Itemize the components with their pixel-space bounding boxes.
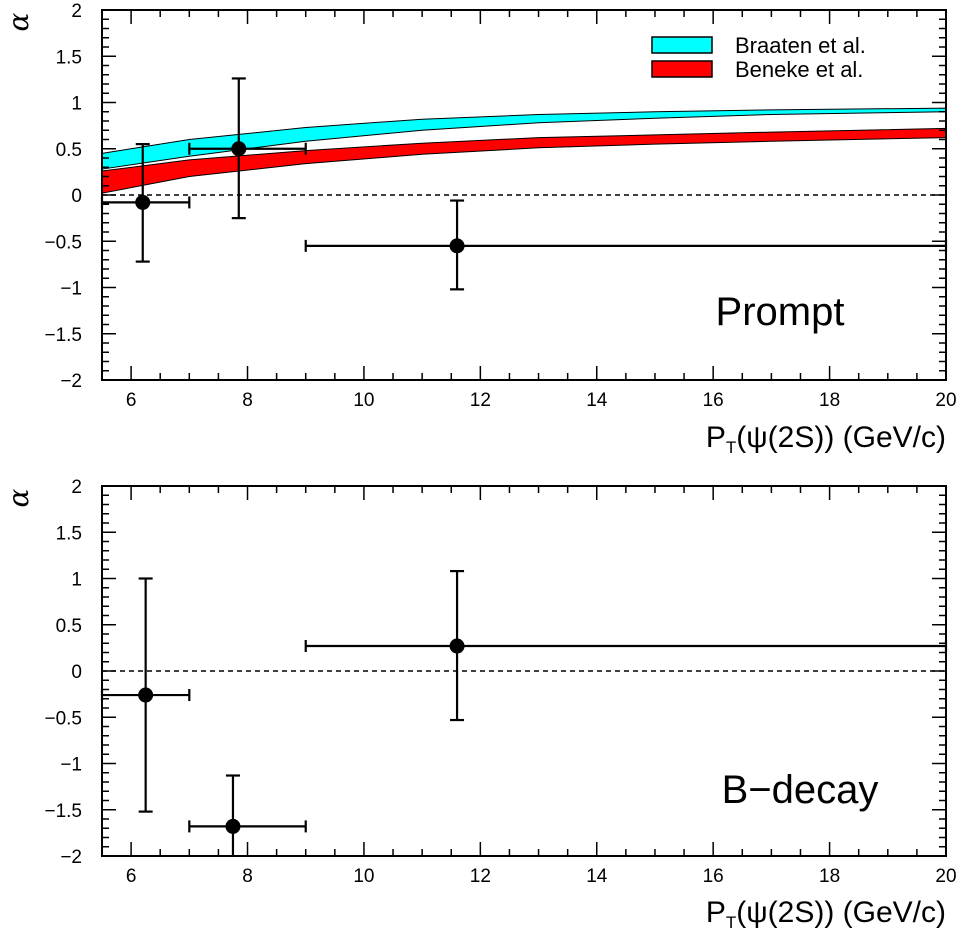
x-tick-label: 20	[935, 390, 956, 411]
y-tick-label: 0	[71, 662, 82, 683]
y-tick-label: 2	[71, 477, 82, 498]
data-point-0	[100, 143, 191, 263]
data-point-0	[100, 577, 191, 813]
x-tick-label: 18	[819, 390, 840, 411]
y-tick-label: −2	[60, 371, 82, 392]
data-point-marker	[231, 141, 247, 157]
prompt-panel: 6 8 10 12 14 16 18 20 −2 −1.5 −1 −0.5 0 0.5 1 1.5 2 α PT(ψ…	[2, 1, 957, 457]
legend: Braaten et al.Beneke et al.	[651, 33, 866, 82]
x-tick-label: 6	[126, 390, 137, 411]
x-axis-title: PT(ψ(2S)) (GeV/c)	[706, 896, 946, 932]
x-tick-label: 8	[242, 390, 253, 411]
y-axis-label: α	[2, 12, 35, 31]
y-tick-label: −1	[60, 755, 82, 776]
x-tick-label: 8	[242, 866, 253, 887]
y-tick-label: −0.5	[44, 232, 82, 253]
x-tick-label: 16	[703, 866, 724, 887]
x-tick-label: 14	[586, 390, 608, 411]
y-tick-label: 1	[71, 94, 82, 115]
x-tick-label: 10	[353, 390, 374, 411]
y-tick-label: −1.5	[44, 801, 82, 822]
b-decay-panel: 6 8 10 12 14 16 18 20 −2 −1.5 −1 −0.5 0 0.5 1 1.5 2 α PT(ψ…	[2, 477, 957, 932]
data-point-marker	[449, 638, 465, 654]
legend-swatch-1	[651, 60, 713, 78]
data-point-2	[304, 199, 948, 291]
data-point-2	[304, 569, 948, 722]
y-tick-label: 0.5	[56, 140, 82, 161]
y-tick-label: −0.5	[44, 708, 82, 729]
x-tick-label: 12	[470, 390, 491, 411]
x-tick-label: 18	[819, 866, 840, 887]
x-axis-title: PT(ψ(2S)) (GeV/c)	[706, 421, 946, 457]
legend-label-0: Braaten et al.	[735, 33, 866, 58]
y-axis-label: α	[2, 488, 35, 507]
y-tick-label: 0	[71, 186, 82, 207]
x-tick-label: 12	[470, 866, 491, 887]
y-tick-label: −1	[60, 279, 82, 300]
data-point-marker	[449, 238, 465, 254]
data-point-1	[188, 774, 307, 856]
x-tick-label: 20	[935, 866, 956, 887]
data-point-marker	[138, 687, 154, 703]
data-point-marker	[225, 818, 241, 834]
y-tick-label: 1.5	[56, 523, 82, 544]
x-tick-label: 10	[353, 866, 374, 887]
x-tick-label: 6	[126, 866, 137, 887]
y-tick-label: −1.5	[44, 325, 82, 346]
y-tick-label: 1	[71, 570, 82, 591]
panel-annotation: B−decay	[722, 768, 879, 812]
y-tick-label: 0.5	[56, 616, 82, 637]
panel-annotation: Prompt	[716, 290, 845, 334]
legend-swatch-0	[651, 36, 713, 54]
y-tick-label: 1.5	[56, 47, 82, 68]
x-tick-label: 14	[586, 866, 608, 887]
x-tick-label: 16	[703, 390, 724, 411]
data-point-marker	[135, 194, 151, 210]
y-tick-label: 2	[71, 1, 82, 22]
legend-label-1: Beneke et al.	[735, 57, 863, 82]
y-tick-label: −2	[60, 847, 82, 868]
data-point-1	[188, 77, 307, 220]
